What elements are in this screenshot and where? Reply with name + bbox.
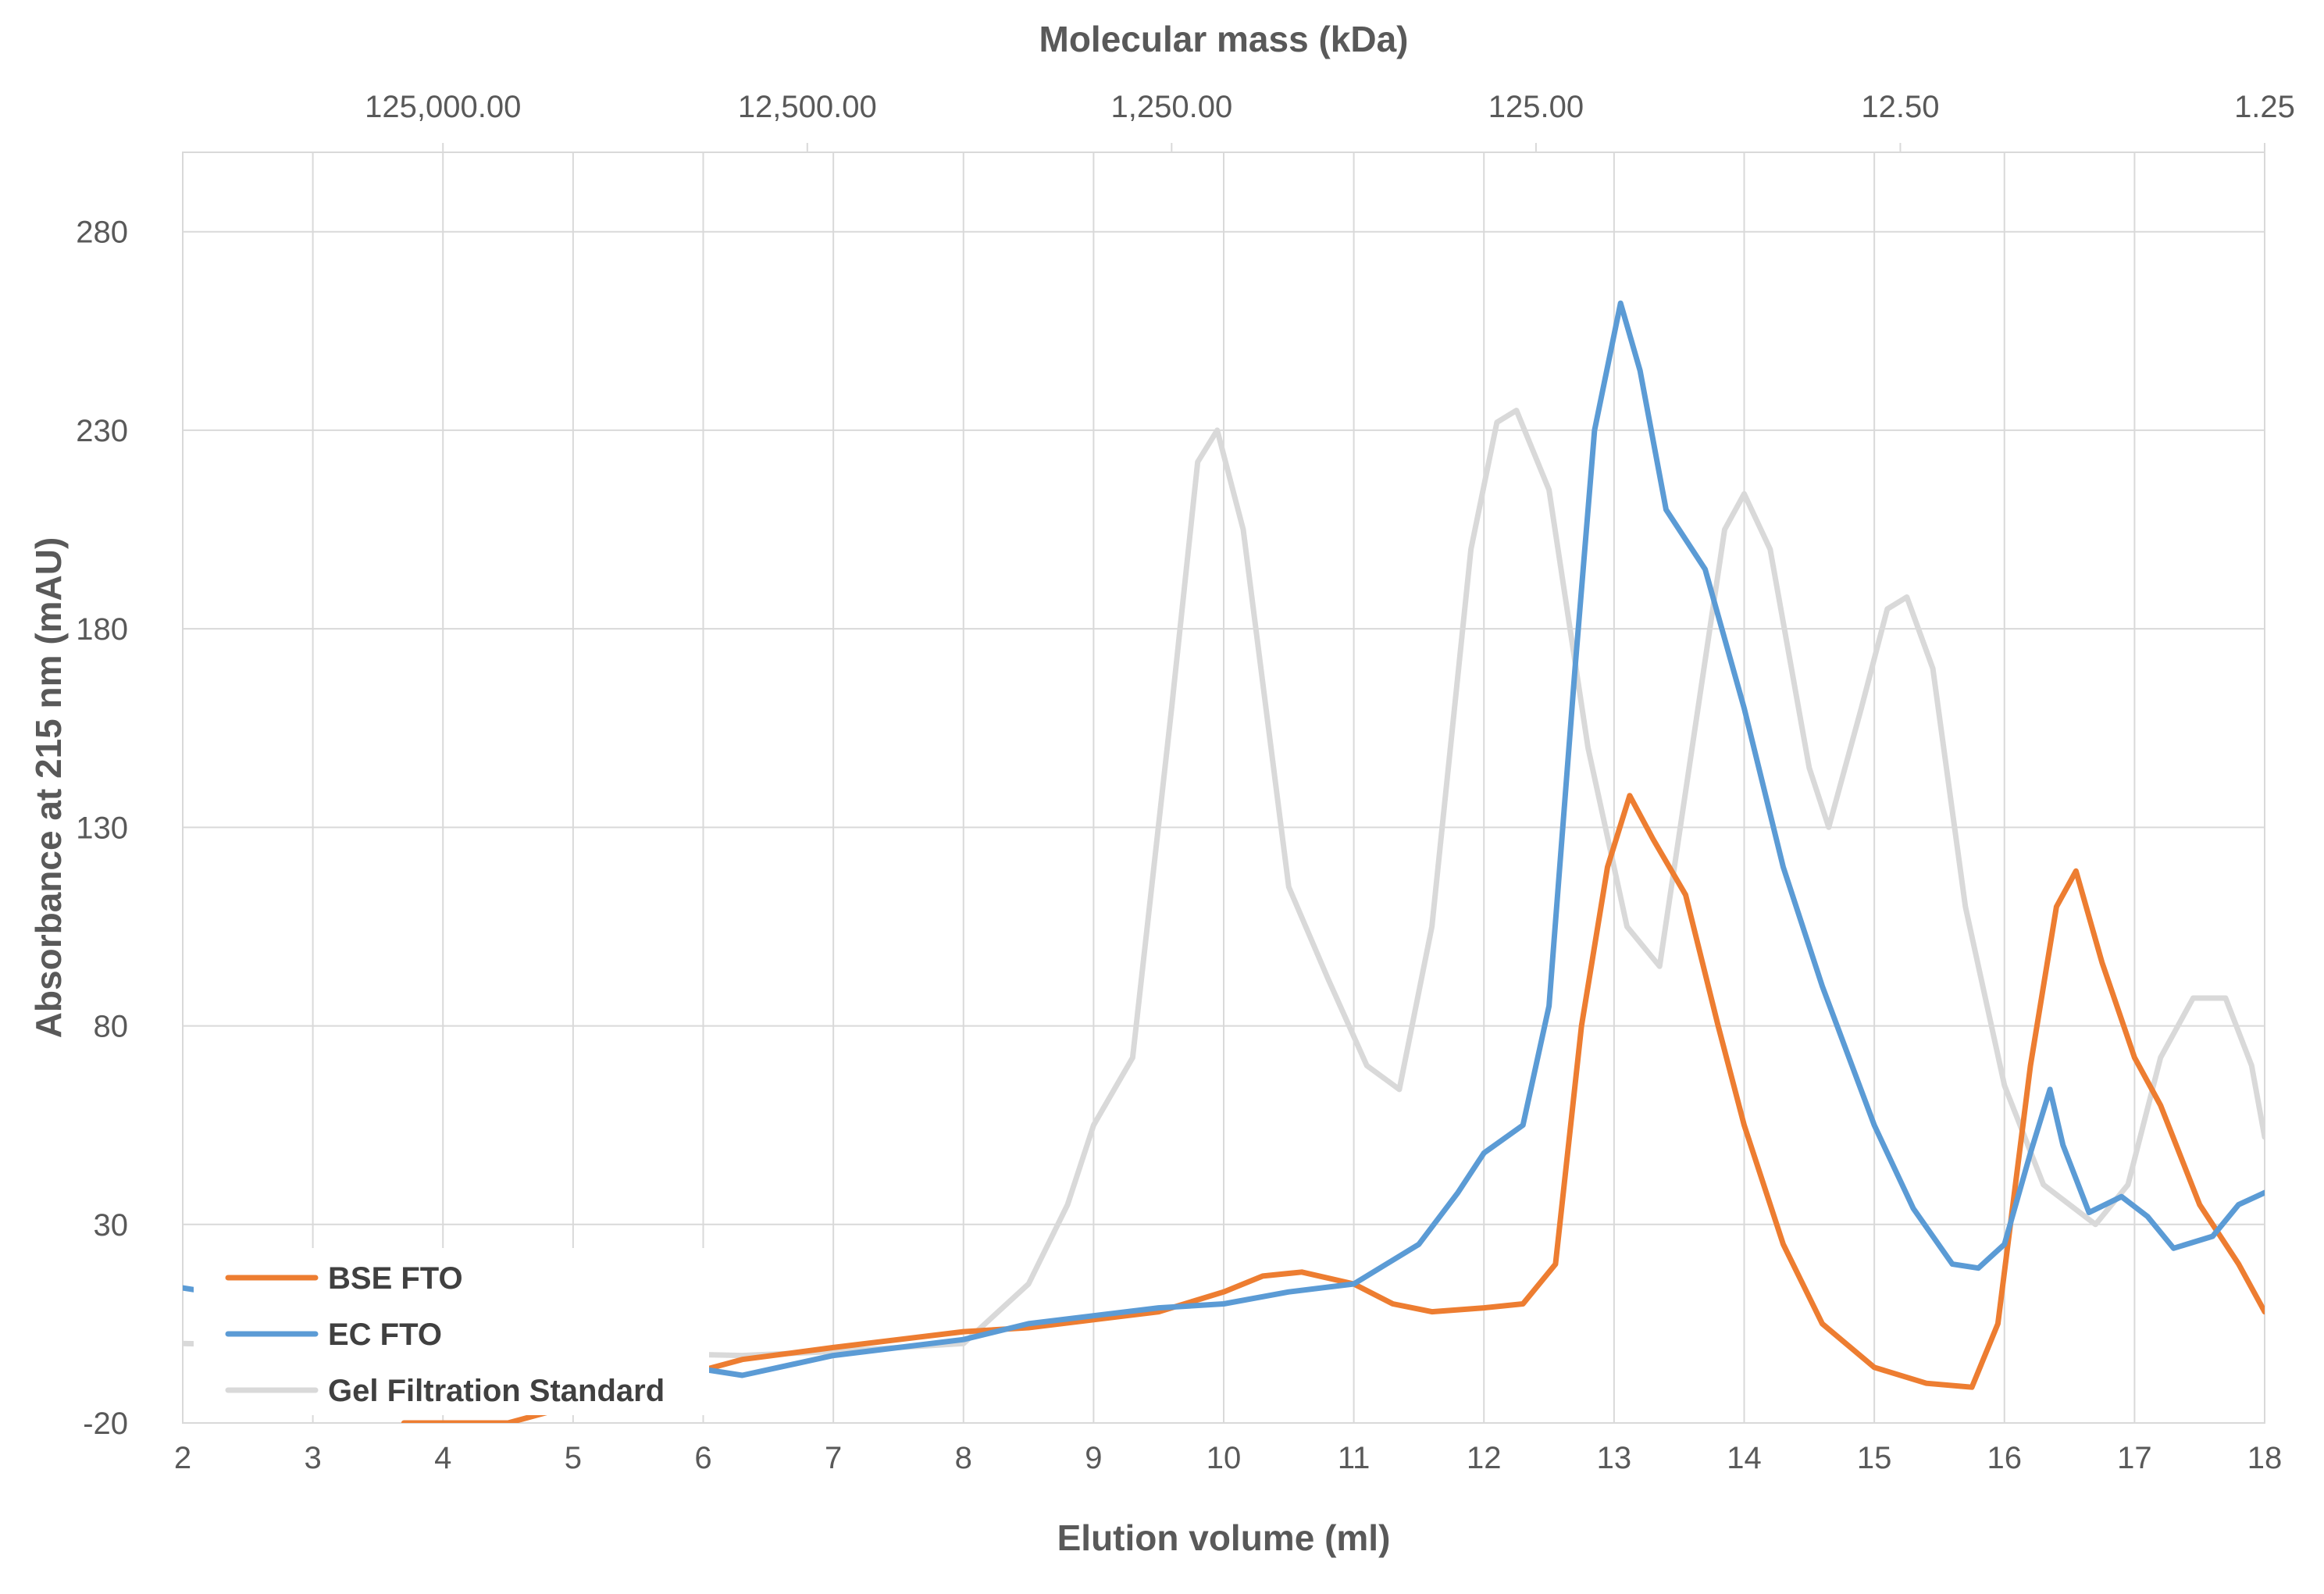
x-tick-label: 5	[565, 1441, 582, 1475]
x-tick-label: 16	[1987, 1441, 2023, 1475]
top-axis-tick-label: 12.50	[1861, 90, 1939, 124]
x-tick-label: 2	[174, 1441, 191, 1475]
x-tick-label: 13	[1597, 1441, 1632, 1475]
x-tick-label: 14	[1727, 1441, 1762, 1475]
x-tick-label: 11	[1338, 1441, 1371, 1475]
legend-label: Gel Filtration Standard	[328, 1374, 665, 1408]
gridlines	[182, 152, 2265, 1424]
x-tick-label: 10	[1207, 1441, 1242, 1475]
x-tick-label: 9	[1085, 1441, 1102, 1475]
x-axis-top: 125,000.00 12,500.00 1,250.00 125.00 12.50 1.…	[365, 90, 2295, 152]
top-axis-title: Molecular mass (kDa)	[1039, 19, 1409, 59]
x-tick-label: 8	[955, 1441, 972, 1475]
legend: BSE FTO EC FTO Gel Filtration Standard	[194, 1248, 709, 1415]
y-tick-label: 30	[94, 1208, 129, 1243]
x-tick-label: 7	[825, 1441, 842, 1475]
top-axis-tick-label: 1,250.00	[1110, 90, 1232, 124]
y-tick-label: 280	[76, 216, 128, 250]
y-tick-label: 180	[76, 612, 128, 647]
x-tick-label: 4	[434, 1441, 451, 1475]
y-tick-label: 80	[94, 1010, 129, 1044]
x-tick-label: 3	[305, 1441, 322, 1475]
x-tick-label: 15	[1857, 1441, 1892, 1475]
plot-area-frame	[182, 152, 2265, 1424]
y-tick-label: 130	[76, 811, 128, 845]
top-axis-tick-label: 12,500.00	[738, 90, 877, 124]
x-axis-title: Elution volume (ml)	[1057, 1517, 1391, 1558]
top-axis-tick-label: 1.25	[2234, 90, 2295, 124]
ec-fto-line	[183, 300, 2265, 1378]
x-axis-bottom: 2 3 4 5 6 7 8 9 10 11 12 13 14 15 16 17 18	[174, 1441, 2282, 1475]
x-tick-label: 17	[2117, 1441, 2152, 1475]
y-tick-label: -20	[83, 1407, 128, 1441]
bse-fto-line	[401, 793, 2265, 1423]
top-axis-tick-label: 125,000.00	[365, 90, 521, 124]
x-tick-label: 12	[1467, 1441, 1502, 1475]
x-tick-label: 6	[694, 1441, 711, 1475]
y-axis-left: -20 30 80 130 180 230 280	[76, 216, 128, 1441]
y-tick-label: 230	[76, 414, 128, 448]
legend-label: EC FTO	[328, 1318, 442, 1352]
series-lines	[183, 300, 2265, 1423]
y-axis-title: Absorbance at 215 nm (mAU)	[28, 537, 69, 1039]
top-axis-tick-label: 125.00	[1488, 90, 1584, 124]
legend-label: BSE FTO	[328, 1261, 463, 1296]
gel-filtration-standard-line	[183, 408, 2265, 1359]
x-tick-label: 18	[2247, 1441, 2283, 1475]
